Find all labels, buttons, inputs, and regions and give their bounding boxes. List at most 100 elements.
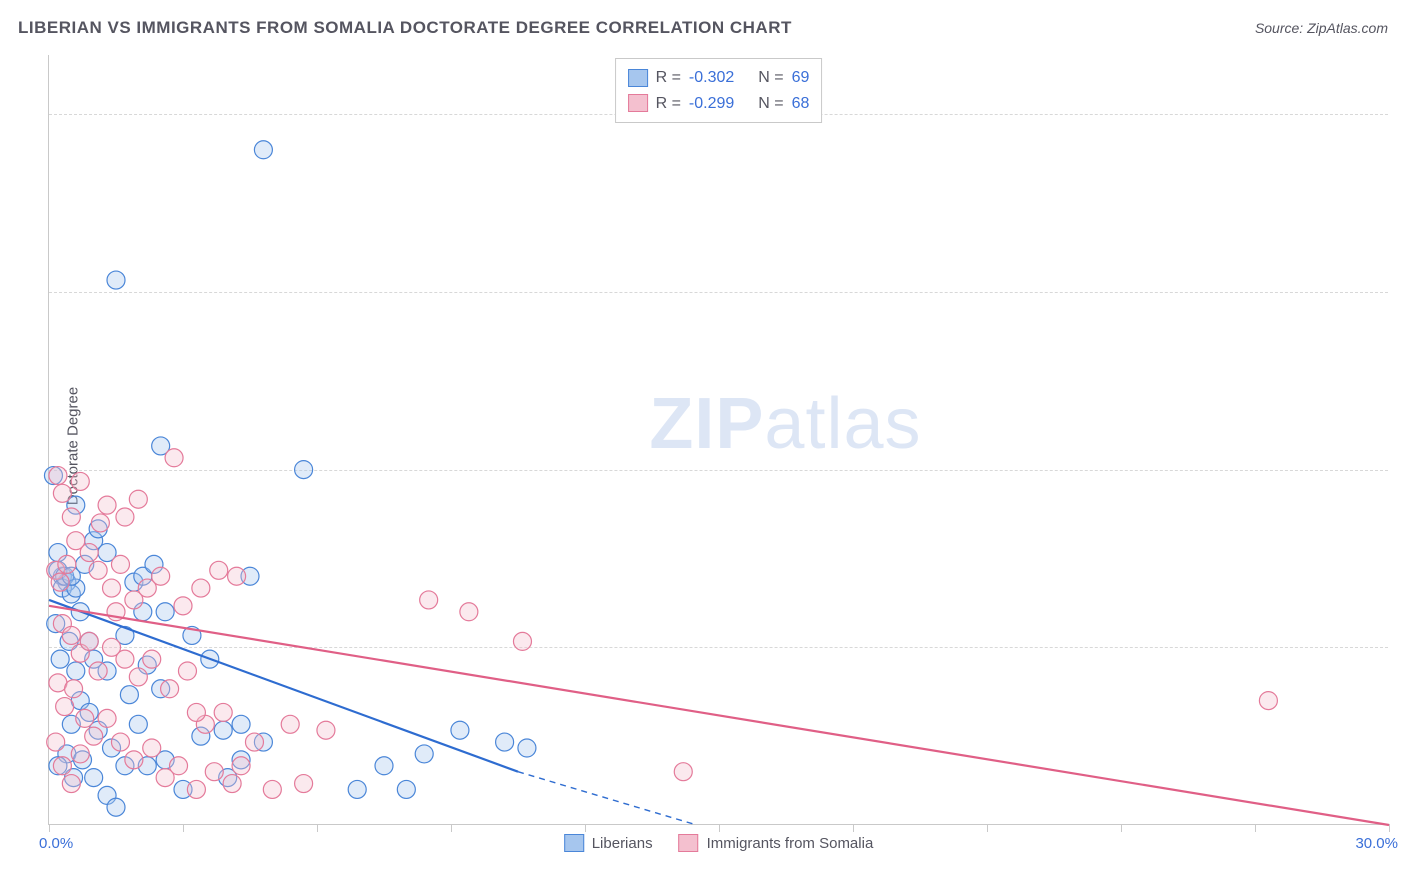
swatch-somalia (679, 834, 699, 852)
stats-row-somalia: R = -0.299 N = 68 (628, 91, 810, 117)
data-point (62, 508, 80, 526)
data-point (116, 508, 134, 526)
n-label: N = (758, 91, 783, 117)
y-tick-label: 3.0% (1396, 461, 1406, 478)
data-point (91, 514, 109, 532)
data-point (295, 775, 313, 793)
data-point (156, 603, 174, 621)
data-point (67, 662, 85, 680)
chart-area: ZIPatlas R = -0.302 N = 69 R = -0.299 N … (48, 55, 1388, 825)
plot-svg (49, 55, 1388, 824)
n-label: N = (758, 65, 783, 91)
data-point (460, 603, 478, 621)
legend-label-liberians: Liberians (592, 835, 653, 852)
data-point (152, 567, 170, 585)
data-point (71, 472, 89, 490)
data-point (228, 567, 246, 585)
data-point (187, 780, 205, 798)
data-point (80, 632, 98, 650)
data-point (375, 757, 393, 775)
data-point (420, 591, 438, 609)
data-point (214, 721, 232, 739)
data-point (80, 544, 98, 562)
data-point (397, 780, 415, 798)
data-point (129, 490, 147, 508)
y-tick-label: 6.0% (1396, 106, 1406, 123)
data-point (165, 449, 183, 467)
x-tick (1121, 824, 1122, 832)
r-value-liberians: -0.302 (689, 65, 734, 91)
data-point (107, 271, 125, 289)
stats-legend: R = -0.302 N = 69 R = -0.299 N = 68 (615, 58, 823, 123)
data-point (281, 715, 299, 733)
data-point (65, 680, 83, 698)
data-point (245, 733, 263, 751)
swatch-somalia (628, 94, 648, 112)
r-label: R = (656, 91, 681, 117)
r-label: R = (656, 65, 681, 91)
legend-item-liberians: Liberians (564, 834, 653, 852)
data-point (111, 555, 129, 573)
data-point (103, 579, 121, 597)
data-point (89, 662, 107, 680)
data-point (51, 650, 69, 668)
data-point (451, 721, 469, 739)
data-point (107, 798, 125, 816)
data-point (415, 745, 433, 763)
data-point (161, 680, 179, 698)
data-point (170, 757, 188, 775)
x-tick (853, 824, 854, 832)
chart-title: LIBERIAN VS IMMIGRANTS FROM SOMALIA DOCT… (18, 18, 792, 38)
x-tick (317, 824, 318, 832)
data-point (51, 573, 69, 591)
data-point (129, 715, 147, 733)
data-point (174, 597, 192, 615)
x-max-label: 30.0% (1355, 835, 1398, 852)
bottom-legend: Liberians Immigrants from Somalia (564, 834, 874, 852)
data-point (192, 579, 210, 597)
n-value-somalia: 68 (792, 91, 810, 117)
data-point (317, 721, 335, 739)
data-point (53, 484, 71, 502)
data-point (62, 775, 80, 793)
x-tick (987, 824, 988, 832)
data-point (496, 733, 514, 751)
data-point (263, 780, 281, 798)
data-point (143, 650, 161, 668)
data-point (111, 733, 129, 751)
data-point (85, 769, 103, 787)
data-point (47, 733, 65, 751)
swatch-liberians (628, 69, 648, 87)
x-tick (1389, 824, 1390, 832)
x-tick (585, 824, 586, 832)
data-point (56, 698, 74, 716)
data-point (76, 709, 94, 727)
swatch-liberians (564, 834, 584, 852)
data-point (513, 632, 531, 650)
data-point (205, 763, 223, 781)
x-tick (183, 824, 184, 832)
data-point (210, 561, 228, 579)
x-tick (49, 824, 50, 832)
data-point (85, 727, 103, 745)
data-point (98, 709, 116, 727)
source-label: Source: ZipAtlas.com (1255, 20, 1388, 36)
data-point (120, 686, 138, 704)
data-point (71, 745, 89, 763)
x-tick (451, 824, 452, 832)
data-point (89, 561, 107, 579)
data-point (116, 650, 134, 668)
x-tick (1255, 824, 1256, 832)
data-point (1259, 692, 1277, 710)
y-tick-label: 4.5% (1396, 283, 1406, 300)
data-point (58, 555, 76, 573)
r-value-somalia: -0.299 (689, 91, 734, 117)
data-point (53, 757, 71, 775)
data-point (125, 751, 143, 769)
data-point (223, 775, 241, 793)
data-point (49, 467, 67, 485)
legend-label-somalia: Immigrants from Somalia (707, 835, 874, 852)
regression-line (49, 606, 1389, 825)
data-point (98, 496, 116, 514)
legend-item-somalia: Immigrants from Somalia (679, 834, 874, 852)
